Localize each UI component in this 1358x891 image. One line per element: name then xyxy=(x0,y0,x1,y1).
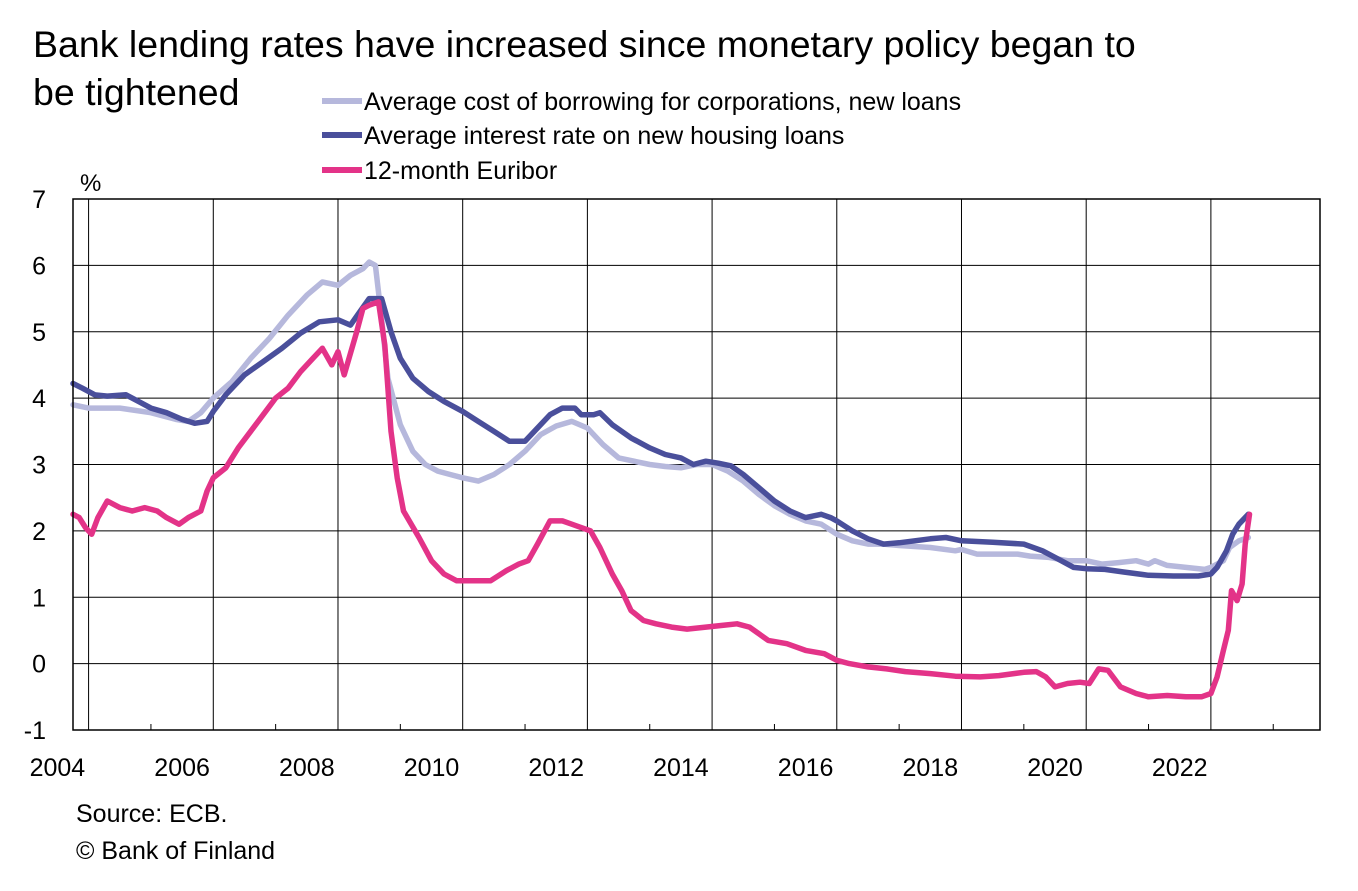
grid-lines xyxy=(73,199,1320,730)
legend: Average cost of borrowing for corporatio… xyxy=(322,88,961,185)
x-axis-ticks: 2004 2006 2008 2010 2012 2014 2016 2018 2020 2022 xyxy=(30,724,1274,782)
x-tick-label: 2014 xyxy=(653,754,709,782)
y-tick-label: 4 xyxy=(32,385,46,413)
y-tick-label: 1 xyxy=(32,584,46,612)
y-tick-label: 7 xyxy=(32,186,46,214)
chart-title-line-1: Bank lending rates have increased since … xyxy=(33,23,1136,65)
x-tick-label: 2016 xyxy=(778,754,834,782)
y-tick-label: 2 xyxy=(32,518,46,546)
y-axis-ticks: -1 0 1 2 3 4 5 6 7 xyxy=(24,186,46,745)
series-line-1 xyxy=(70,259,1252,573)
y-tick-label: 3 xyxy=(32,452,46,480)
y-tick-label: -1 xyxy=(24,717,46,745)
x-tick-label: 2004 xyxy=(30,754,86,782)
series-line-2 xyxy=(70,295,1252,579)
series-line-3 xyxy=(70,299,1253,700)
x-tick-label: 2018 xyxy=(903,754,959,782)
legend-label-3: 12-month Euribor xyxy=(364,157,557,185)
y-tick-label: 5 xyxy=(32,319,46,347)
x-tick-label: 2020 xyxy=(1027,754,1083,782)
x-tick-label: 2022 xyxy=(1152,754,1208,782)
y-tick-label: 6 xyxy=(32,252,46,280)
copyright-note: © Bank of Finland xyxy=(76,837,275,865)
plot-area-border xyxy=(72,198,1321,731)
y-axis-unit-label: % xyxy=(80,170,101,197)
x-tick-label: 2012 xyxy=(528,754,584,782)
legend-label-1: Average cost of borrowing for corporatio… xyxy=(364,88,961,116)
y-tick-label: 0 xyxy=(32,651,46,679)
x-tick-label: 2008 xyxy=(279,754,335,782)
chart-title-line-2: be tightened xyxy=(33,71,239,113)
source-note: Source: ECB. xyxy=(76,800,227,828)
x-tick-label: 2006 xyxy=(154,754,210,782)
legend-label-2: Average interest rate on new housing loa… xyxy=(364,122,844,150)
x-tick-label: 2010 xyxy=(404,754,460,782)
series-lines xyxy=(70,259,1253,700)
